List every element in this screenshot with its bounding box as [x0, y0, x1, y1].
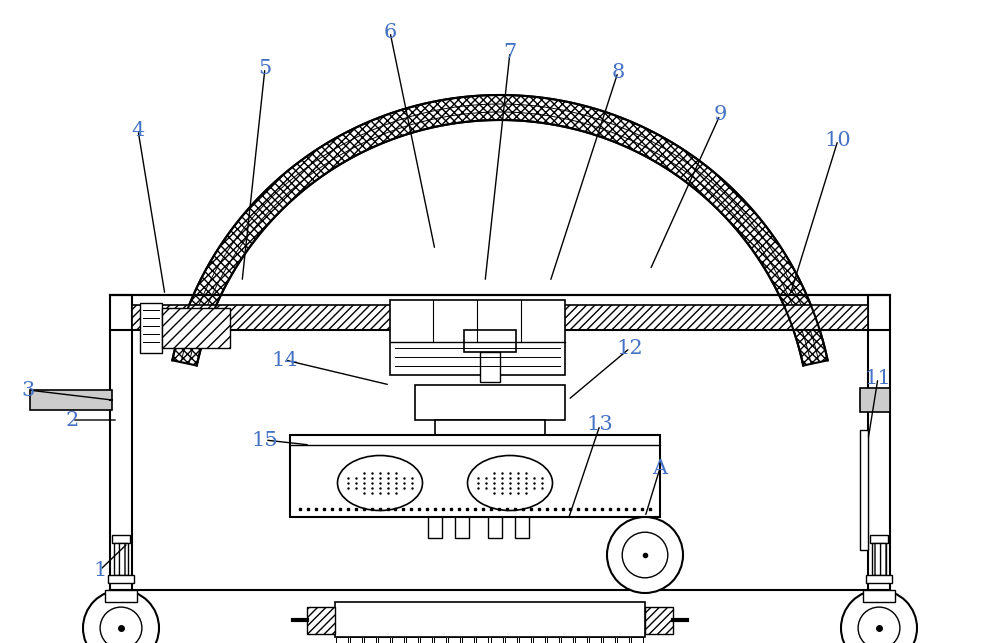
- Bar: [448, 637, 460, 643]
- Bar: [455, 450, 469, 538]
- Text: A: A: [652, 458, 668, 478]
- Bar: [140, 303, 162, 353]
- Bar: [112, 535, 130, 543]
- Bar: [110, 295, 132, 590]
- Bar: [860, 430, 868, 550]
- Bar: [290, 435, 660, 517]
- Bar: [480, 352, 500, 382]
- Bar: [631, 637, 643, 643]
- Text: 14: 14: [272, 350, 298, 370]
- Bar: [575, 637, 587, 643]
- Bar: [860, 388, 890, 412]
- Bar: [415, 385, 565, 420]
- Bar: [350, 637, 362, 643]
- Ellipse shape: [338, 455, 422, 511]
- Bar: [464, 330, 516, 352]
- Bar: [162, 308, 230, 348]
- Bar: [105, 590, 137, 602]
- Bar: [390, 300, 565, 375]
- Bar: [392, 637, 404, 643]
- Bar: [603, 637, 615, 643]
- Bar: [114, 543, 128, 575]
- Text: 12: 12: [617, 338, 643, 358]
- Circle shape: [841, 590, 917, 643]
- Text: 6: 6: [383, 23, 397, 42]
- Bar: [472, 450, 508, 478]
- Text: 9: 9: [713, 105, 727, 125]
- Text: 11: 11: [865, 368, 891, 388]
- Bar: [866, 575, 892, 583]
- Text: 8: 8: [611, 62, 625, 82]
- Bar: [364, 637, 376, 643]
- Circle shape: [607, 517, 683, 593]
- Bar: [307, 607, 335, 634]
- Bar: [462, 637, 474, 643]
- Text: 13: 13: [587, 415, 613, 435]
- Bar: [515, 450, 529, 538]
- Bar: [863, 590, 895, 602]
- Bar: [491, 637, 503, 643]
- Bar: [533, 637, 545, 643]
- Bar: [476, 637, 488, 643]
- Text: 2: 2: [65, 410, 79, 430]
- Bar: [420, 637, 432, 643]
- Bar: [30, 390, 112, 410]
- Text: 10: 10: [825, 131, 851, 150]
- Bar: [336, 637, 348, 643]
- Bar: [335, 602, 645, 637]
- Bar: [561, 637, 573, 643]
- Bar: [645, 607, 673, 634]
- Bar: [434, 637, 446, 643]
- Text: 1: 1: [93, 561, 107, 579]
- Circle shape: [83, 590, 159, 643]
- Bar: [617, 637, 629, 643]
- Bar: [108, 575, 134, 583]
- Bar: [428, 450, 442, 538]
- Bar: [547, 637, 559, 643]
- Text: 15: 15: [252, 431, 278, 449]
- Bar: [435, 420, 545, 450]
- Bar: [589, 637, 601, 643]
- Text: 5: 5: [258, 59, 272, 78]
- Bar: [132, 305, 868, 330]
- Ellipse shape: [468, 455, 552, 511]
- Text: 3: 3: [21, 381, 35, 399]
- Bar: [406, 637, 418, 643]
- Circle shape: [622, 532, 668, 578]
- Text: 4: 4: [131, 120, 145, 140]
- Text: 7: 7: [503, 42, 517, 62]
- Bar: [519, 637, 531, 643]
- Circle shape: [858, 607, 900, 643]
- Bar: [868, 295, 890, 590]
- Polygon shape: [172, 95, 828, 366]
- Bar: [872, 543, 886, 575]
- Circle shape: [100, 607, 142, 643]
- Bar: [488, 450, 502, 538]
- Bar: [505, 637, 517, 643]
- Bar: [378, 637, 390, 643]
- Bar: [870, 535, 888, 543]
